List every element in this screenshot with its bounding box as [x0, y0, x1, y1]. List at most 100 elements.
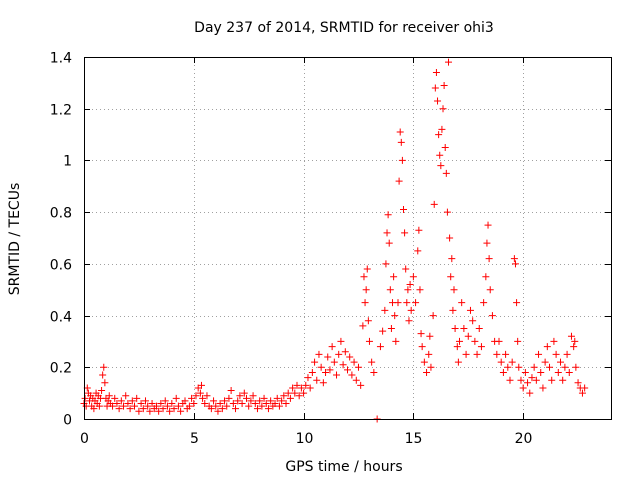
data-point — [430, 200, 438, 208]
data-point — [396, 128, 404, 136]
data-point — [383, 229, 391, 237]
data-point — [139, 405, 147, 413]
data-point — [192, 392, 200, 400]
data-point — [441, 144, 449, 151]
data-point — [101, 379, 109, 387]
data-point — [275, 402, 283, 410]
data-point — [443, 208, 451, 216]
data-point — [280, 392, 288, 400]
data-point — [350, 358, 358, 366]
data-point — [297, 384, 305, 392]
data-point — [128, 397, 136, 405]
data-point — [161, 397, 169, 405]
data-point — [539, 384, 547, 392]
data-point — [384, 211, 392, 219]
data-point — [570, 343, 578, 351]
data-point — [526, 389, 534, 397]
data-point — [105, 392, 113, 400]
y-axis-label: SRMTID / TECUs — [7, 183, 23, 296]
x-tick-label: 0 — [80, 431, 89, 447]
data-point — [403, 299, 411, 307]
data-point — [344, 366, 351, 374]
data-point — [333, 371, 341, 379]
y-tick-label: 0.8 — [50, 206, 72, 222]
data-point — [473, 350, 481, 358]
data-point — [578, 389, 586, 397]
data-point — [111, 394, 119, 402]
chart-title: Day 237 of 2014, SRMTID for receiver ohi… — [194, 20, 494, 36]
data-point — [412, 299, 420, 307]
data-point — [210, 397, 218, 405]
data-point — [359, 322, 367, 330]
data-point — [352, 376, 360, 384]
data-point — [387, 325, 395, 332]
data-point — [460, 325, 468, 332]
data-point — [196, 389, 204, 397]
x-tick-label: 15 — [405, 431, 423, 447]
data-point — [511, 260, 519, 268]
data-point — [382, 260, 390, 268]
data-point — [177, 407, 185, 415]
data-point — [530, 363, 538, 371]
data-point — [122, 392, 130, 400]
data-point — [535, 350, 543, 358]
data-point — [484, 221, 492, 229]
data-point — [401, 229, 409, 237]
data-point — [313, 376, 321, 384]
data-point — [174, 402, 182, 410]
data-point — [207, 405, 215, 413]
data-point — [227, 387, 235, 395]
data-point — [395, 177, 403, 185]
data-point — [348, 371, 356, 379]
data-point — [449, 306, 457, 314]
data-point — [475, 325, 483, 332]
data-point — [322, 368, 330, 376]
data-point — [199, 394, 207, 402]
data-point — [249, 392, 257, 400]
data-point — [440, 81, 448, 89]
data-point — [328, 343, 336, 351]
data-point — [385, 239, 393, 247]
data-point — [404, 286, 412, 294]
data-point — [304, 374, 312, 382]
data-point — [543, 343, 551, 351]
data-point — [273, 394, 281, 402]
y-tick-label: 0.4 — [50, 310, 72, 326]
data-point — [126, 405, 134, 413]
data-point — [499, 368, 507, 376]
grid-lines — [84, 57, 611, 419]
data-point — [550, 337, 558, 345]
data-point — [197, 381, 205, 389]
data-point — [271, 399, 279, 407]
data-point — [337, 337, 345, 345]
data-point — [247, 397, 255, 405]
data-point — [306, 384, 314, 392]
data-point — [225, 394, 233, 402]
data-point — [346, 353, 354, 361]
data-point — [284, 389, 292, 397]
data-point — [236, 392, 244, 400]
data-point — [289, 384, 297, 392]
data-point — [521, 368, 529, 376]
data-point — [357, 381, 365, 389]
data-point — [445, 58, 453, 66]
data-point — [447, 273, 455, 281]
data-point — [376, 343, 384, 351]
data-point — [362, 286, 370, 294]
data-point — [497, 358, 505, 366]
data-point — [133, 394, 141, 402]
data-point — [361, 299, 369, 307]
data-point — [563, 350, 571, 358]
data-point — [435, 131, 443, 139]
data-point — [115, 405, 123, 413]
data-point — [432, 69, 440, 77]
data-point — [398, 156, 406, 164]
data-point — [390, 273, 398, 281]
data-point — [436, 151, 444, 159]
data-point — [488, 312, 496, 320]
data-point — [414, 247, 422, 255]
data-point — [565, 368, 573, 376]
data-point — [341, 348, 349, 356]
data-point — [429, 312, 437, 320]
data-point — [264, 405, 272, 413]
